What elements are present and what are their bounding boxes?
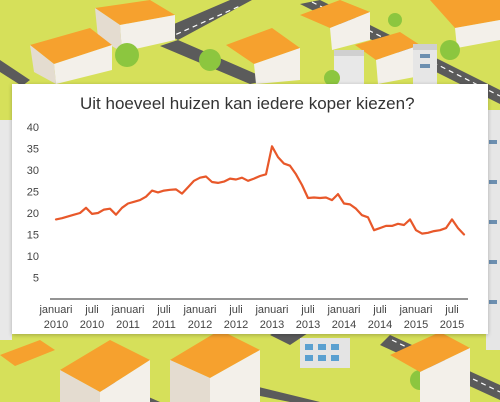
x-tick-label-line2: 2010 [80, 319, 104, 331]
y-tick-label: 30 [27, 165, 39, 177]
x-tick-label-line2: 2015 [404, 319, 428, 331]
y-tick-label: 10 [27, 251, 39, 263]
line-chart: 5 10 15 20 25 30 35 40 januari 2010 juli 2010 januar… [27, 122, 468, 331]
x-tick-label-line2: 2014 [332, 319, 356, 331]
x-tick-label-line1: januari [182, 304, 216, 316]
houses-top [30, 0, 500, 84]
x-tick-label-line1: juli [228, 304, 242, 316]
x-tick-label-line1: januari [254, 304, 288, 316]
x-tick-label-line1: juli [444, 304, 458, 316]
y-tick-label: 25 [27, 187, 39, 199]
x-tick-label-line1: juli [156, 304, 170, 316]
x-tick-label-line2: 2010 [44, 319, 68, 331]
x-tick-label-line1: juli [84, 304, 98, 316]
x-tick-label-line1: juli [372, 304, 386, 316]
chart-card: Uit hoeveel huizen kan iedere koper kiez… [12, 84, 488, 334]
x-tick-label-line2: 2013 [296, 319, 320, 331]
houses-bottom [0, 330, 470, 402]
x-tick-label-line1: januari [38, 304, 72, 316]
y-tick-label: 5 [33, 273, 39, 285]
x-tick-label-line1: januari [326, 304, 360, 316]
x-tick-label-line2: 2012 [224, 319, 248, 331]
x-tick-label-line1: januari [398, 304, 432, 316]
y-tick-label: 40 [27, 122, 39, 134]
x-tick-label-line2: 2014 [368, 319, 392, 331]
chart-title: Uit hoeveel huizen kan iedere koper kiez… [80, 94, 415, 113]
x-tick-label-line2: 2012 [188, 319, 212, 331]
x-tick-label-line2: 2013 [260, 319, 284, 331]
series-line-0 [54, 145, 466, 236]
x-tick-label-line2: 2011 [116, 319, 140, 331]
x-tick-label-line1: januari [110, 304, 144, 316]
y-tick-label: 20 [27, 208, 39, 220]
y-tick-label: 35 [27, 144, 39, 156]
x-tick-label-line1: juli [300, 304, 314, 316]
y-tick-label: 15 [27, 230, 39, 242]
x-tick-label-line2: 2015 [440, 319, 464, 331]
x-tick-label-line2: 2011 [152, 319, 176, 331]
